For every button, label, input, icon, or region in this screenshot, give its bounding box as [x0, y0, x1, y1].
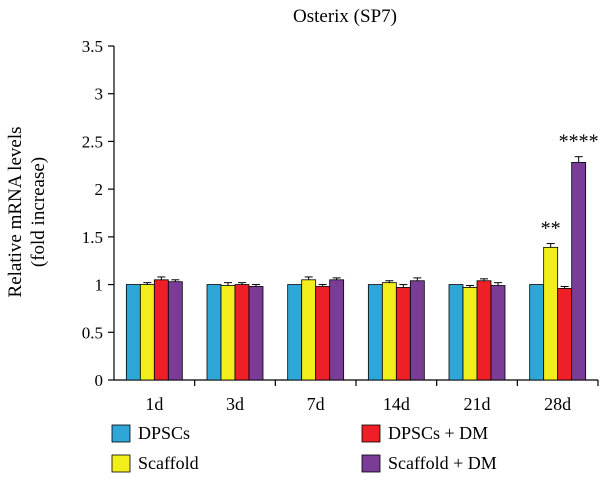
- y-axis-ticks: 0 0.5 1 1.5 2 2.5 3 3.5: [82, 37, 114, 390]
- bar: [490, 285, 506, 381]
- bar: [543, 246, 559, 381]
- significance-label: ****: [559, 131, 599, 153]
- bar: [248, 286, 264, 381]
- bar: [557, 287, 573, 381]
- y-tick-label: 2.5: [82, 132, 103, 151]
- x-tick-label: 1d: [145, 394, 163, 414]
- y-tick-label: 3: [95, 85, 104, 104]
- y-axis-label: Relative mRNA levels (fold increase): [5, 127, 49, 298]
- bar: [448, 284, 464, 381]
- bar: [381, 282, 397, 381]
- bar: [287, 284, 303, 381]
- legend-swatch: [361, 454, 381, 473]
- bar: [167, 281, 183, 381]
- bar: [234, 284, 250, 381]
- x-tick-label: 28d: [544, 394, 571, 414]
- bar: [153, 279, 169, 381]
- legend-label: DPSCs + DM: [388, 423, 488, 443]
- bar: [220, 285, 236, 381]
- y-tick-label: 0: [95, 371, 104, 390]
- y-tick-label: 3.5: [82, 37, 103, 56]
- y-tick-label: 1.5: [82, 228, 103, 247]
- legend-swatch: [111, 454, 131, 473]
- bar: [462, 287, 478, 381]
- legend-label: Scaffold: [138, 453, 199, 473]
- x-tick-label: 3d: [226, 394, 244, 414]
- bar: [206, 284, 222, 381]
- y-axis-label-line1: Relative mRNA levels: [5, 127, 26, 298]
- x-tick-label: 7d: [307, 394, 325, 414]
- legend-swatch: [361, 424, 381, 443]
- x-tick-label: 14d: [383, 394, 410, 414]
- bar: [571, 162, 587, 381]
- legend-swatch: [111, 424, 131, 443]
- y-axis-label-line2: (fold increase): [28, 157, 49, 267]
- legend-label: Scaffold + DM: [388, 453, 497, 473]
- x-tick-label: 21d: [464, 394, 491, 414]
- y-tick-label: 1: [95, 276, 104, 295]
- legend: DPSCs Scaffold DPSCs + DM Scaffold + DM: [111, 423, 497, 473]
- legend-label: DPSCs: [138, 423, 190, 443]
- bar: [395, 287, 411, 381]
- bars: [125, 156, 587, 381]
- bar: [476, 280, 492, 381]
- bar: [125, 284, 141, 381]
- y-tick-label: 2: [95, 180, 104, 199]
- annotations: ******: [541, 131, 599, 240]
- bar: [367, 284, 383, 381]
- bar: [139, 284, 155, 381]
- bar: [315, 286, 331, 381]
- bar: [529, 284, 545, 381]
- y-tick-label: 0.5: [82, 323, 103, 342]
- bar: [301, 279, 317, 381]
- x-axis-ticks: 1d 3d 7d 14d 21d 28d: [145, 380, 599, 414]
- significance-label: **: [541, 218, 561, 240]
- bar: [409, 280, 425, 381]
- chart-title: Osterix (SP7): [293, 6, 397, 27]
- bar: [329, 279, 345, 381]
